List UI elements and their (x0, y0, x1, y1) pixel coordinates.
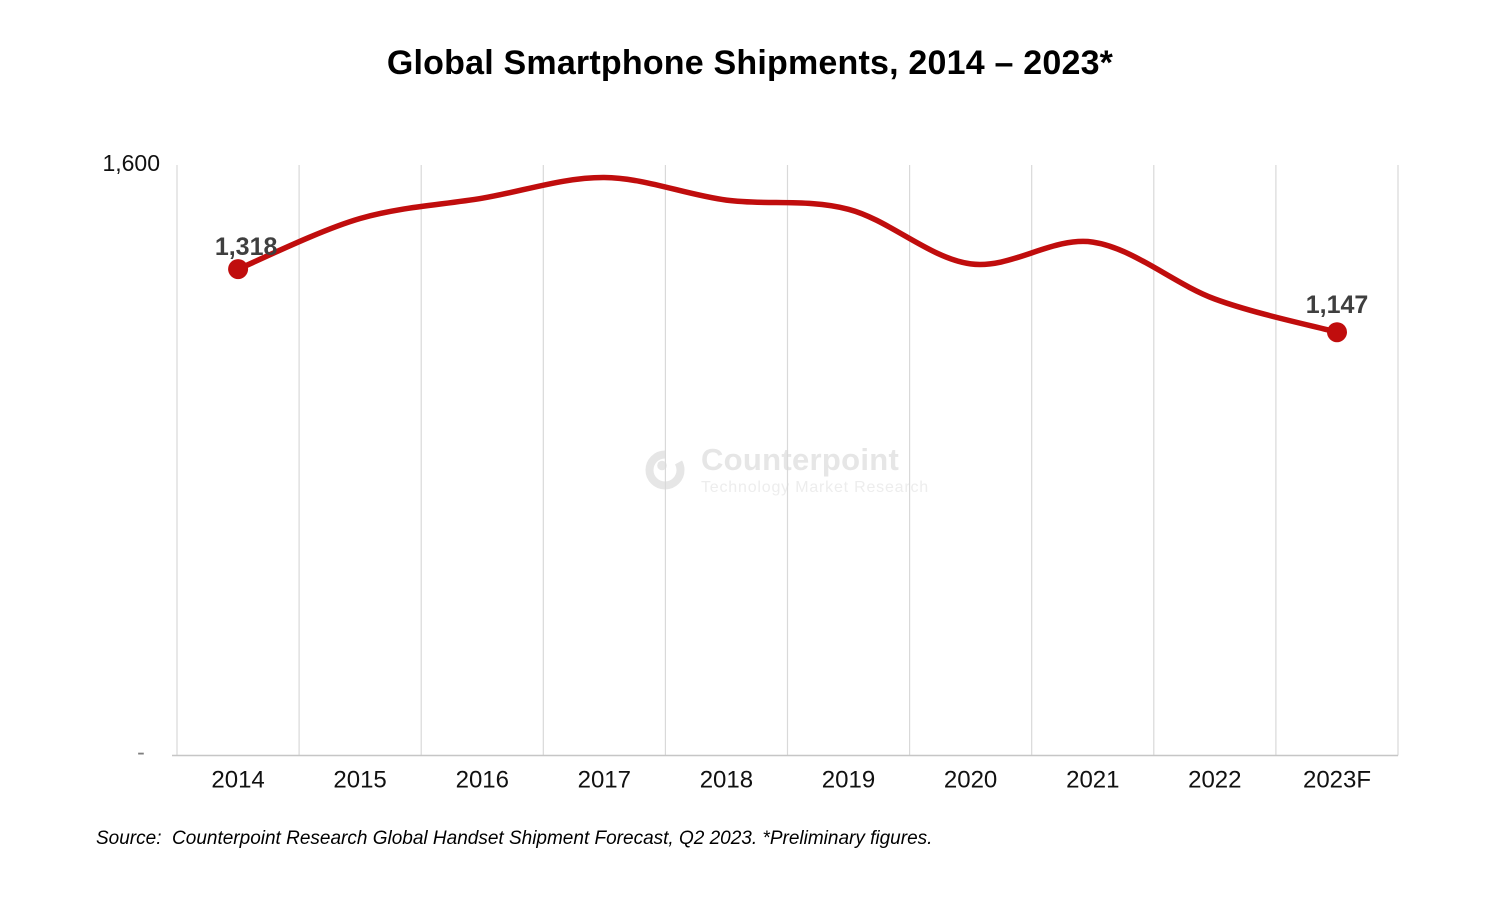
data-point-label: 1,147 (1306, 291, 1369, 319)
x-tick-label: 2023F (1303, 767, 1371, 794)
x-tick-label: 2017 (578, 767, 631, 794)
chart-title: Global Smartphone Shipments, 2014 – 2023… (386, 44, 1114, 82)
y-axis-max-tick-label: 1,600 (102, 150, 160, 176)
y-axis-zero-tick-label: - (137, 739, 145, 765)
source-note: Source: Counterpoint Research Global Han… (96, 828, 933, 849)
data-point-marker (228, 259, 249, 280)
x-tick-label: 2015 (333, 767, 386, 794)
watermark-tagline: Technology Market Research (701, 479, 930, 496)
x-tick-label: 2019 (822, 767, 875, 794)
shipments-line (235, 174, 1340, 335)
x-tick-label: 2021 (1066, 767, 1119, 794)
data-point-label: 1,318 (215, 233, 278, 261)
watermark-brand: Counterpoint (701, 442, 900, 477)
x-tick-label: 2018 (700, 767, 753, 794)
x-tick-label: 2014 (211, 767, 264, 794)
x-tick-label: 2020 (944, 767, 997, 794)
x-tick-label: 2022 (1188, 767, 1241, 794)
x-tick-label: 2016 (456, 767, 509, 794)
watermark-text: Counterpoint Technology Market Research (701, 443, 929, 497)
data-point-marker (1327, 322, 1347, 343)
watermark: Counterpoint Technology Market Research (638, 443, 929, 497)
